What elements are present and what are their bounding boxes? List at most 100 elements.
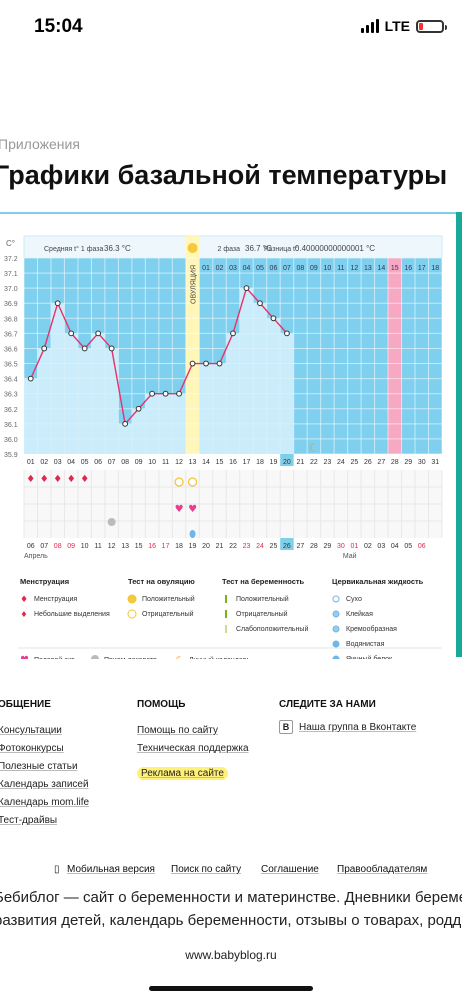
legend-ovulation-title: Тест на овуляцию — [128, 577, 195, 586]
y-tick-label: 36.5 — [4, 362, 18, 369]
ovulation-column — [185, 236, 200, 454]
temperature-point[interactable] — [41, 345, 48, 352]
date-label: 05 — [404, 543, 412, 550]
date-label: 20 — [202, 543, 210, 550]
top-day-label: 16 — [404, 265, 412, 272]
help-link[interactable]: Техническая поддержка — [137, 743, 249, 754]
cycle-day-label: 11 — [162, 459, 169, 466]
top-day-label: 18 — [431, 265, 439, 272]
temperature-point[interactable] — [54, 300, 61, 307]
date-label: 07 — [40, 543, 48, 550]
temp-area-bar — [91, 333, 105, 454]
egg-white-icon — [189, 530, 196, 538]
date-label: 29 — [323, 543, 331, 550]
temperature-point[interactable] — [230, 330, 236, 337]
home-indicator[interactable] — [149, 986, 313, 991]
cervical-icon — [332, 640, 340, 648]
unit-label: C° — [6, 239, 15, 248]
date-label: 16 — [148, 543, 156, 550]
temperature-point[interactable] — [270, 315, 277, 322]
y-tick-label: 37.2 — [4, 256, 18, 263]
community-link[interactable]: Календарь записей — [0, 779, 89, 790]
legend-cervical-item: Водянистая — [346, 641, 385, 648]
temperature-point[interactable] — [203, 360, 209, 367]
top-day-label: 12 — [350, 265, 358, 272]
ovulation-test-negative-icon — [187, 477, 198, 487]
cycle-day-label: 23 — [323, 459, 331, 466]
top-day-label: 10 — [323, 265, 331, 272]
temperature-point[interactable] — [135, 405, 142, 412]
legend-cervical-item: Сухо — [346, 596, 362, 603]
help-link[interactable]: Помощь по сайту — [137, 725, 218, 736]
cycle-day-label: 26 — [364, 459, 372, 466]
mobile-version-link[interactable]: Мобильная версия — [67, 864, 155, 875]
rightholders-link[interactable]: Правообладателям — [337, 864, 428, 875]
url-text[interactable]: www.babyblog.ru — [185, 948, 277, 962]
temperature-line — [30, 286, 288, 426]
top-day-label: 11 — [337, 265, 344, 272]
cycle-day-label: 08 — [121, 459, 129, 466]
temperature-point[interactable] — [216, 360, 223, 367]
y-tick-label: 36.3 — [4, 392, 18, 399]
community-link[interactable]: Календарь mom.life — [0, 797, 90, 808]
legend-pregnancy-item: Положительный — [236, 595, 289, 603]
temperature-point[interactable] — [108, 345, 115, 352]
y-tick-label: 36.0 — [4, 437, 18, 444]
phase1-value: 36.3 °C — [104, 244, 131, 253]
community-link[interactable]: Тест-драйвы — [0, 815, 58, 826]
phase2-value: 36.7 °C — [245, 244, 272, 253]
month-april: Апрель — [24, 553, 48, 560]
status-time: 15:04 — [34, 16, 83, 37]
y-tick-label: 36.7 — [4, 331, 18, 338]
legend-menstruation-item: Менструация — [34, 596, 77, 603]
vk-group-link[interactable]: Наша группа в Вконтакте — [299, 721, 417, 733]
temperature-point[interactable] — [27, 375, 34, 382]
scrollbar[interactable] — [456, 212, 462, 657]
date-label: 12 — [108, 543, 116, 550]
date-label: 09 — [67, 543, 75, 550]
cycle-day-label: 25 — [350, 459, 358, 466]
breadcrumb[interactable]: Приложения — [0, 136, 80, 152]
temperature-point[interactable] — [176, 390, 182, 397]
diff-value: 0.40000000000001 °C — [295, 244, 375, 253]
legend-pregnancy-item: Слабоположительный — [236, 625, 308, 633]
date-label: 22 — [229, 543, 237, 550]
agreement-link[interactable]: Соглашение — [261, 864, 319, 875]
cycle-day-label: 17 — [243, 459, 251, 466]
site-search-link[interactable]: Поиск по сайту — [171, 864, 242, 875]
cycle-day-label: 06 — [94, 459, 102, 466]
advertising-link[interactable]: Реклама на сайте — [137, 767, 228, 780]
date-label: 04 — [391, 543, 399, 550]
temperature-point[interactable] — [257, 300, 263, 307]
temperature-point[interactable] — [284, 330, 290, 337]
moon-icon: ☾ — [309, 441, 320, 455]
cycle-day-label: 14 — [202, 459, 210, 466]
today-marker — [280, 454, 294, 466]
community-link[interactable]: Полезные статьи — [0, 761, 78, 772]
temp-area-bar — [199, 363, 213, 454]
temperature-point[interactable] — [149, 390, 155, 397]
top-day-label: 15 — [391, 265, 399, 272]
y-tick-label: 36.4 — [4, 377, 18, 384]
vk-icon[interactable]: B — [279, 720, 293, 734]
date-label: 24 — [256, 543, 264, 550]
month-may: Май — [343, 552, 357, 560]
community-link[interactable]: Консультации — [0, 725, 62, 736]
temperature-point[interactable] — [95, 330, 102, 337]
legend-intercourse: Половой акт — [34, 656, 75, 659]
cycle-day-label: 01 — [27, 459, 35, 466]
community-link[interactable]: Фотоконкурсы — [0, 743, 64, 754]
temperature-point[interactable] — [162, 390, 169, 397]
temperature-point[interactable] — [68, 330, 75, 337]
temperature-point[interactable] — [189, 360, 196, 367]
temperature-point[interactable] — [243, 285, 250, 292]
y-tick-label: 36.9 — [4, 301, 18, 308]
legend-pregnancy-title: Тест на беременность — [222, 577, 305, 586]
cycle-day-label: 05 — [81, 459, 89, 466]
legend-cervical-title: Цервикальная жидкость — [332, 577, 424, 586]
date-label: 10 — [81, 543, 89, 550]
temperature-point[interactable] — [122, 420, 129, 427]
temperature-point[interactable] — [81, 345, 88, 352]
cycle-day-label: 20 — [283, 459, 291, 466]
date-label: 03 — [377, 543, 385, 550]
